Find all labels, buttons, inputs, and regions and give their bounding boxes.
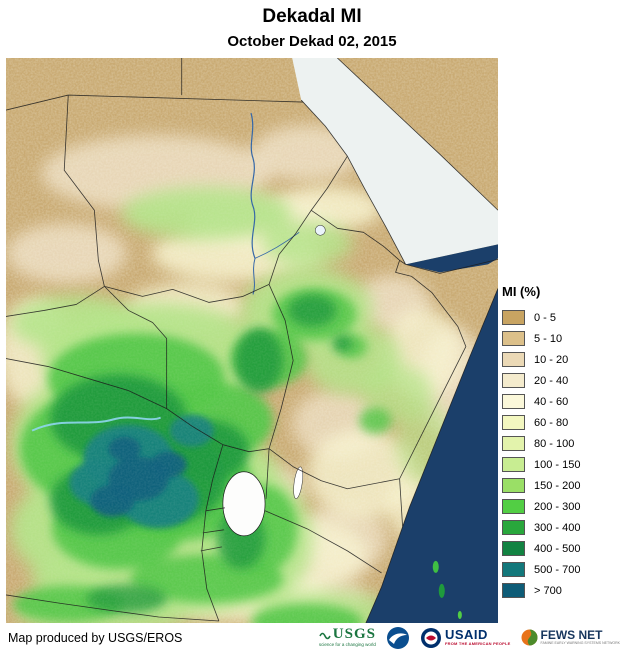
legend-item: 100 - 150	[502, 454, 622, 475]
legend-item: 400 - 500	[502, 538, 622, 559]
legend-label: 0 - 5	[534, 311, 557, 324]
legend-item: 40 - 60	[502, 391, 622, 412]
legend-swatch	[502, 436, 525, 451]
footer: Map produced by USGS/EROS USGS science f…	[0, 623, 624, 653]
legend-swatch	[502, 331, 525, 346]
legend-swatch	[502, 457, 525, 472]
blue-nile	[254, 231, 300, 259]
legend-item: 5 - 10	[502, 328, 622, 349]
legend-swatch	[502, 415, 525, 430]
islands	[432, 560, 462, 619]
legend-item: 300 - 400	[502, 517, 622, 538]
legend-label: 40 - 60	[534, 395, 569, 408]
usgs-logo-text: USGS	[332, 626, 376, 643]
legend-item: 20 - 40	[502, 370, 622, 391]
legend-swatch	[502, 562, 525, 577]
fewsnet-logo: FEWS NET FAMINE EARLY WARNING SYSTEMS NE…	[521, 627, 620, 646]
legend-swatch	[502, 394, 525, 409]
legend-label: 100 - 150	[534, 458, 581, 471]
legend-swatch	[502, 478, 525, 493]
legend-swatch	[502, 520, 525, 535]
noaa-logo	[386, 626, 409, 649]
fewsnet-tagline: FAMINE EARLY WARNING SYSTEMS NETWORK	[540, 641, 620, 646]
legend-label: 300 - 400	[534, 521, 581, 534]
lake-tana	[315, 225, 326, 236]
fewsnet-globe-icon	[521, 629, 538, 646]
map-canvas	[6, 58, 498, 624]
legend-item: 80 - 100	[502, 433, 622, 454]
usaid-tagline: FROM THE AMERICAN PEOPLE	[444, 641, 511, 647]
indian-ocean	[365, 288, 498, 624]
legend-label: 5 - 10	[534, 332, 563, 345]
legend-item: 0 - 5	[502, 307, 622, 328]
legend-item: 200 - 300	[502, 496, 622, 517]
legend-label: 400 - 500	[534, 542, 581, 555]
legend-label: > 700	[534, 584, 562, 597]
legend-label: 150 - 200	[534, 479, 581, 492]
legend-swatch	[502, 352, 525, 367]
legend-swatch	[502, 373, 525, 388]
nile-river	[250, 112, 256, 259]
legend-item: 60 - 80	[502, 412, 622, 433]
legend-items: 0 - 5 5 - 10 10 - 20 20 - 40 40 - 60 60 - 80 8…	[502, 307, 622, 601]
usaid-seal-icon	[420, 627, 441, 648]
legend-item: 500 - 700	[502, 559, 622, 580]
fewsnet-logo-text: FEWS NET	[540, 627, 603, 642]
gulf-of-aden	[405, 244, 498, 273]
legend-label: 10 - 20	[534, 353, 569, 366]
legend-item: 150 - 200	[502, 475, 622, 496]
usaid-logo: USAID FROM THE AMERICAN PEOPLE	[420, 627, 511, 649]
rivers	[31, 112, 300, 432]
legend-title: MI (%)	[502, 284, 541, 299]
legend-label: 60 - 80	[534, 416, 569, 429]
legend-item: > 700	[502, 580, 622, 601]
legend: MI (%) 0 - 5 5 - 10 10 - 20 20 - 40 40 - 60 6…	[502, 284, 622, 601]
legend-label: 20 - 40	[534, 374, 569, 387]
credit-text: Map produced by USGS/EROS	[8, 631, 183, 645]
map-subtitle: October Dekad 02, 2015	[227, 33, 397, 50]
lake-turkana	[293, 466, 304, 499]
legend-label: 500 - 700	[534, 563, 581, 576]
lakes	[222, 225, 326, 537]
usgs-logo: USGS science for a changing world	[319, 627, 376, 648]
legend-swatch	[502, 310, 525, 325]
legend-label: 200 - 300	[534, 500, 581, 513]
usgs-tagline: science for a changing world	[318, 642, 376, 648]
map-title: Dekadal MI	[262, 6, 362, 27]
legend-item: 10 - 20	[502, 349, 622, 370]
legend-swatch	[502, 583, 525, 598]
usgs-wave-icon	[319, 632, 331, 640]
legend-swatch	[502, 541, 525, 556]
legend-label: 80 - 100	[534, 437, 575, 450]
legend-swatch	[502, 499, 525, 514]
congo-river	[31, 416, 162, 432]
logo-row: USGS science for a changing world USAID …	[319, 624, 620, 651]
usaid-logo-text: USAID	[444, 627, 488, 643]
red-sea	[292, 58, 498, 265]
lake-victoria	[222, 471, 266, 537]
country-borders	[6, 58, 498, 624]
